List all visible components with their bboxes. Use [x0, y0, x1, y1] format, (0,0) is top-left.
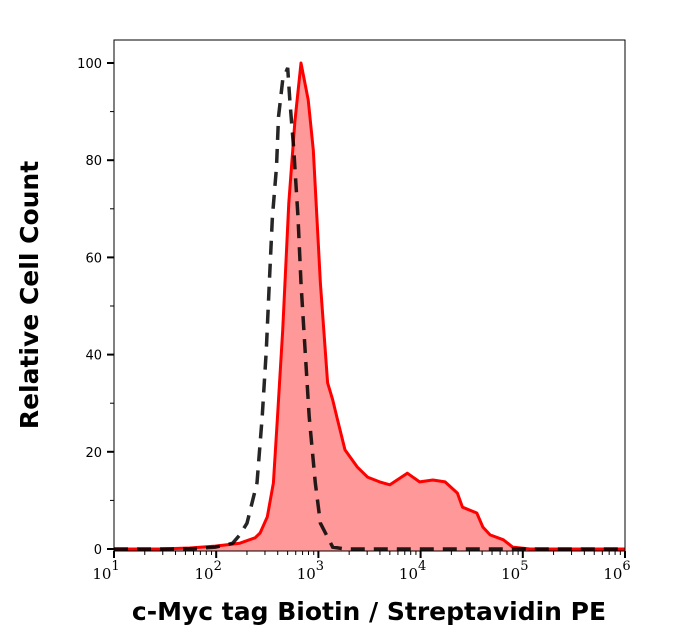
y-tick-label: 40	[85, 349, 102, 364]
plot-frame	[113, 39, 626, 552]
y-tick-label: 0	[94, 543, 102, 558]
x-tick-label: 103	[297, 559, 324, 583]
series-line-sample	[114, 61, 625, 551]
y-tick-label: 20	[85, 446, 102, 461]
y-tick-label: 80	[85, 154, 102, 169]
x-tick-label: 106	[603, 559, 630, 583]
series-line-control	[114, 67, 625, 551]
y-tick-label: 60	[85, 251, 102, 266]
y-tick-label: 100	[77, 57, 102, 72]
y-axis-label: Relative Cell Count	[15, 161, 44, 429]
x-tick-label: 105	[501, 559, 528, 583]
x-tick-label: 101	[92, 559, 119, 583]
x-tick-label: 102	[195, 559, 222, 583]
x-axis-label: c-Myc tag Biotin / Streptavidin PE	[132, 597, 606, 626]
x-tick-label: 104	[399, 559, 426, 583]
